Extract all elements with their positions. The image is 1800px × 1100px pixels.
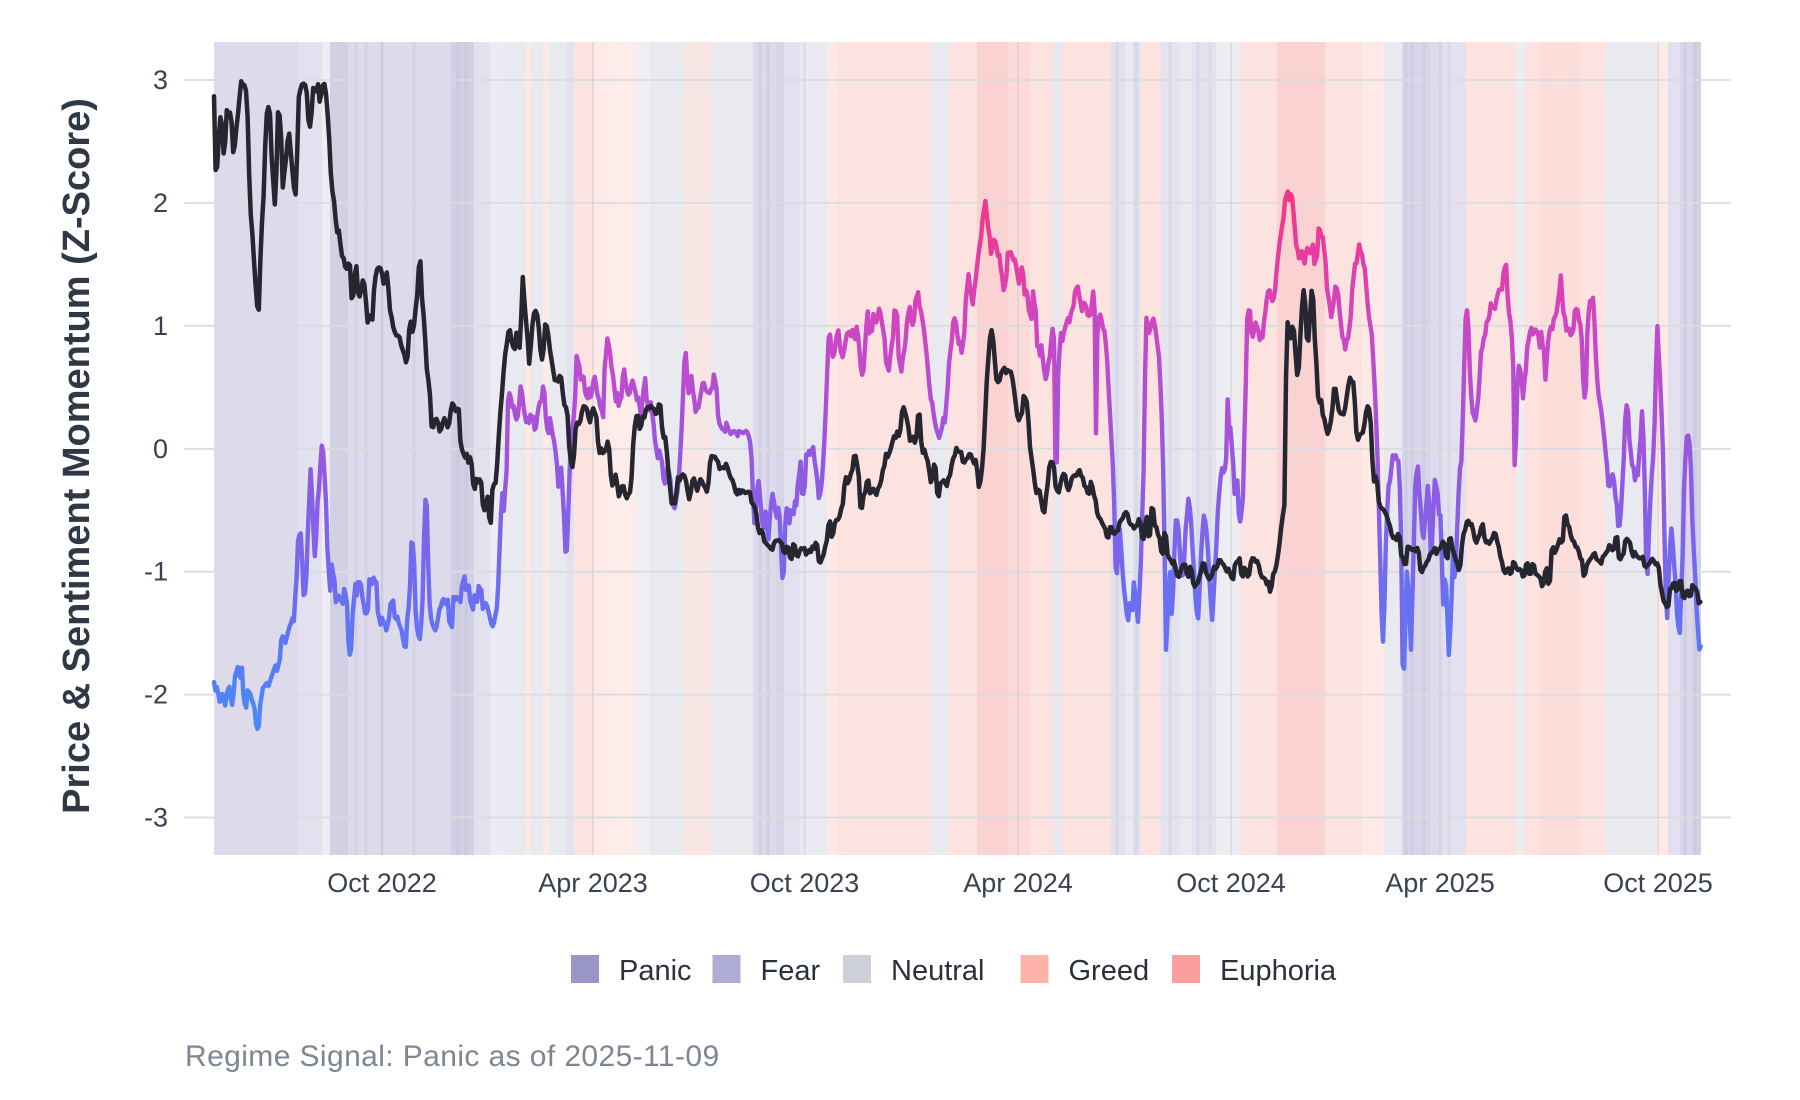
svg-text:Oct 2025: Oct 2025: [1603, 868, 1713, 898]
svg-text:Greed: Greed: [1069, 955, 1150, 987]
svg-text:0: 0: [153, 434, 168, 464]
svg-text:Price & Sentiment Momentum (Z-: Price & Sentiment Momentum (Z-Score): [56, 98, 98, 814]
svg-text:Euphoria: Euphoria: [1220, 955, 1337, 987]
svg-text:Regime Signal: Panic as of 202: Regime Signal: Panic as of 2025-11-09: [185, 1040, 720, 1073]
svg-text:Apr 2024: Apr 2024: [963, 868, 1073, 898]
svg-text:Panic: Panic: [619, 955, 692, 987]
svg-text:3: 3: [153, 65, 168, 95]
svg-text:2: 2: [153, 188, 168, 218]
svg-text:1: 1: [153, 311, 168, 341]
svg-text:-2: -2: [144, 680, 168, 710]
svg-text:Fear: Fear: [761, 955, 821, 987]
svg-text:Neutral: Neutral: [891, 955, 985, 987]
svg-text:-1: -1: [144, 557, 168, 587]
svg-text:Oct 2024: Oct 2024: [1176, 868, 1286, 898]
svg-text:Apr 2023: Apr 2023: [538, 868, 648, 898]
svg-text:Oct 2022: Oct 2022: [327, 868, 437, 898]
svg-text:-3: -3: [144, 803, 168, 833]
svg-text:Apr 2025: Apr 2025: [1385, 868, 1495, 898]
svg-text:Oct 2023: Oct 2023: [750, 868, 860, 898]
